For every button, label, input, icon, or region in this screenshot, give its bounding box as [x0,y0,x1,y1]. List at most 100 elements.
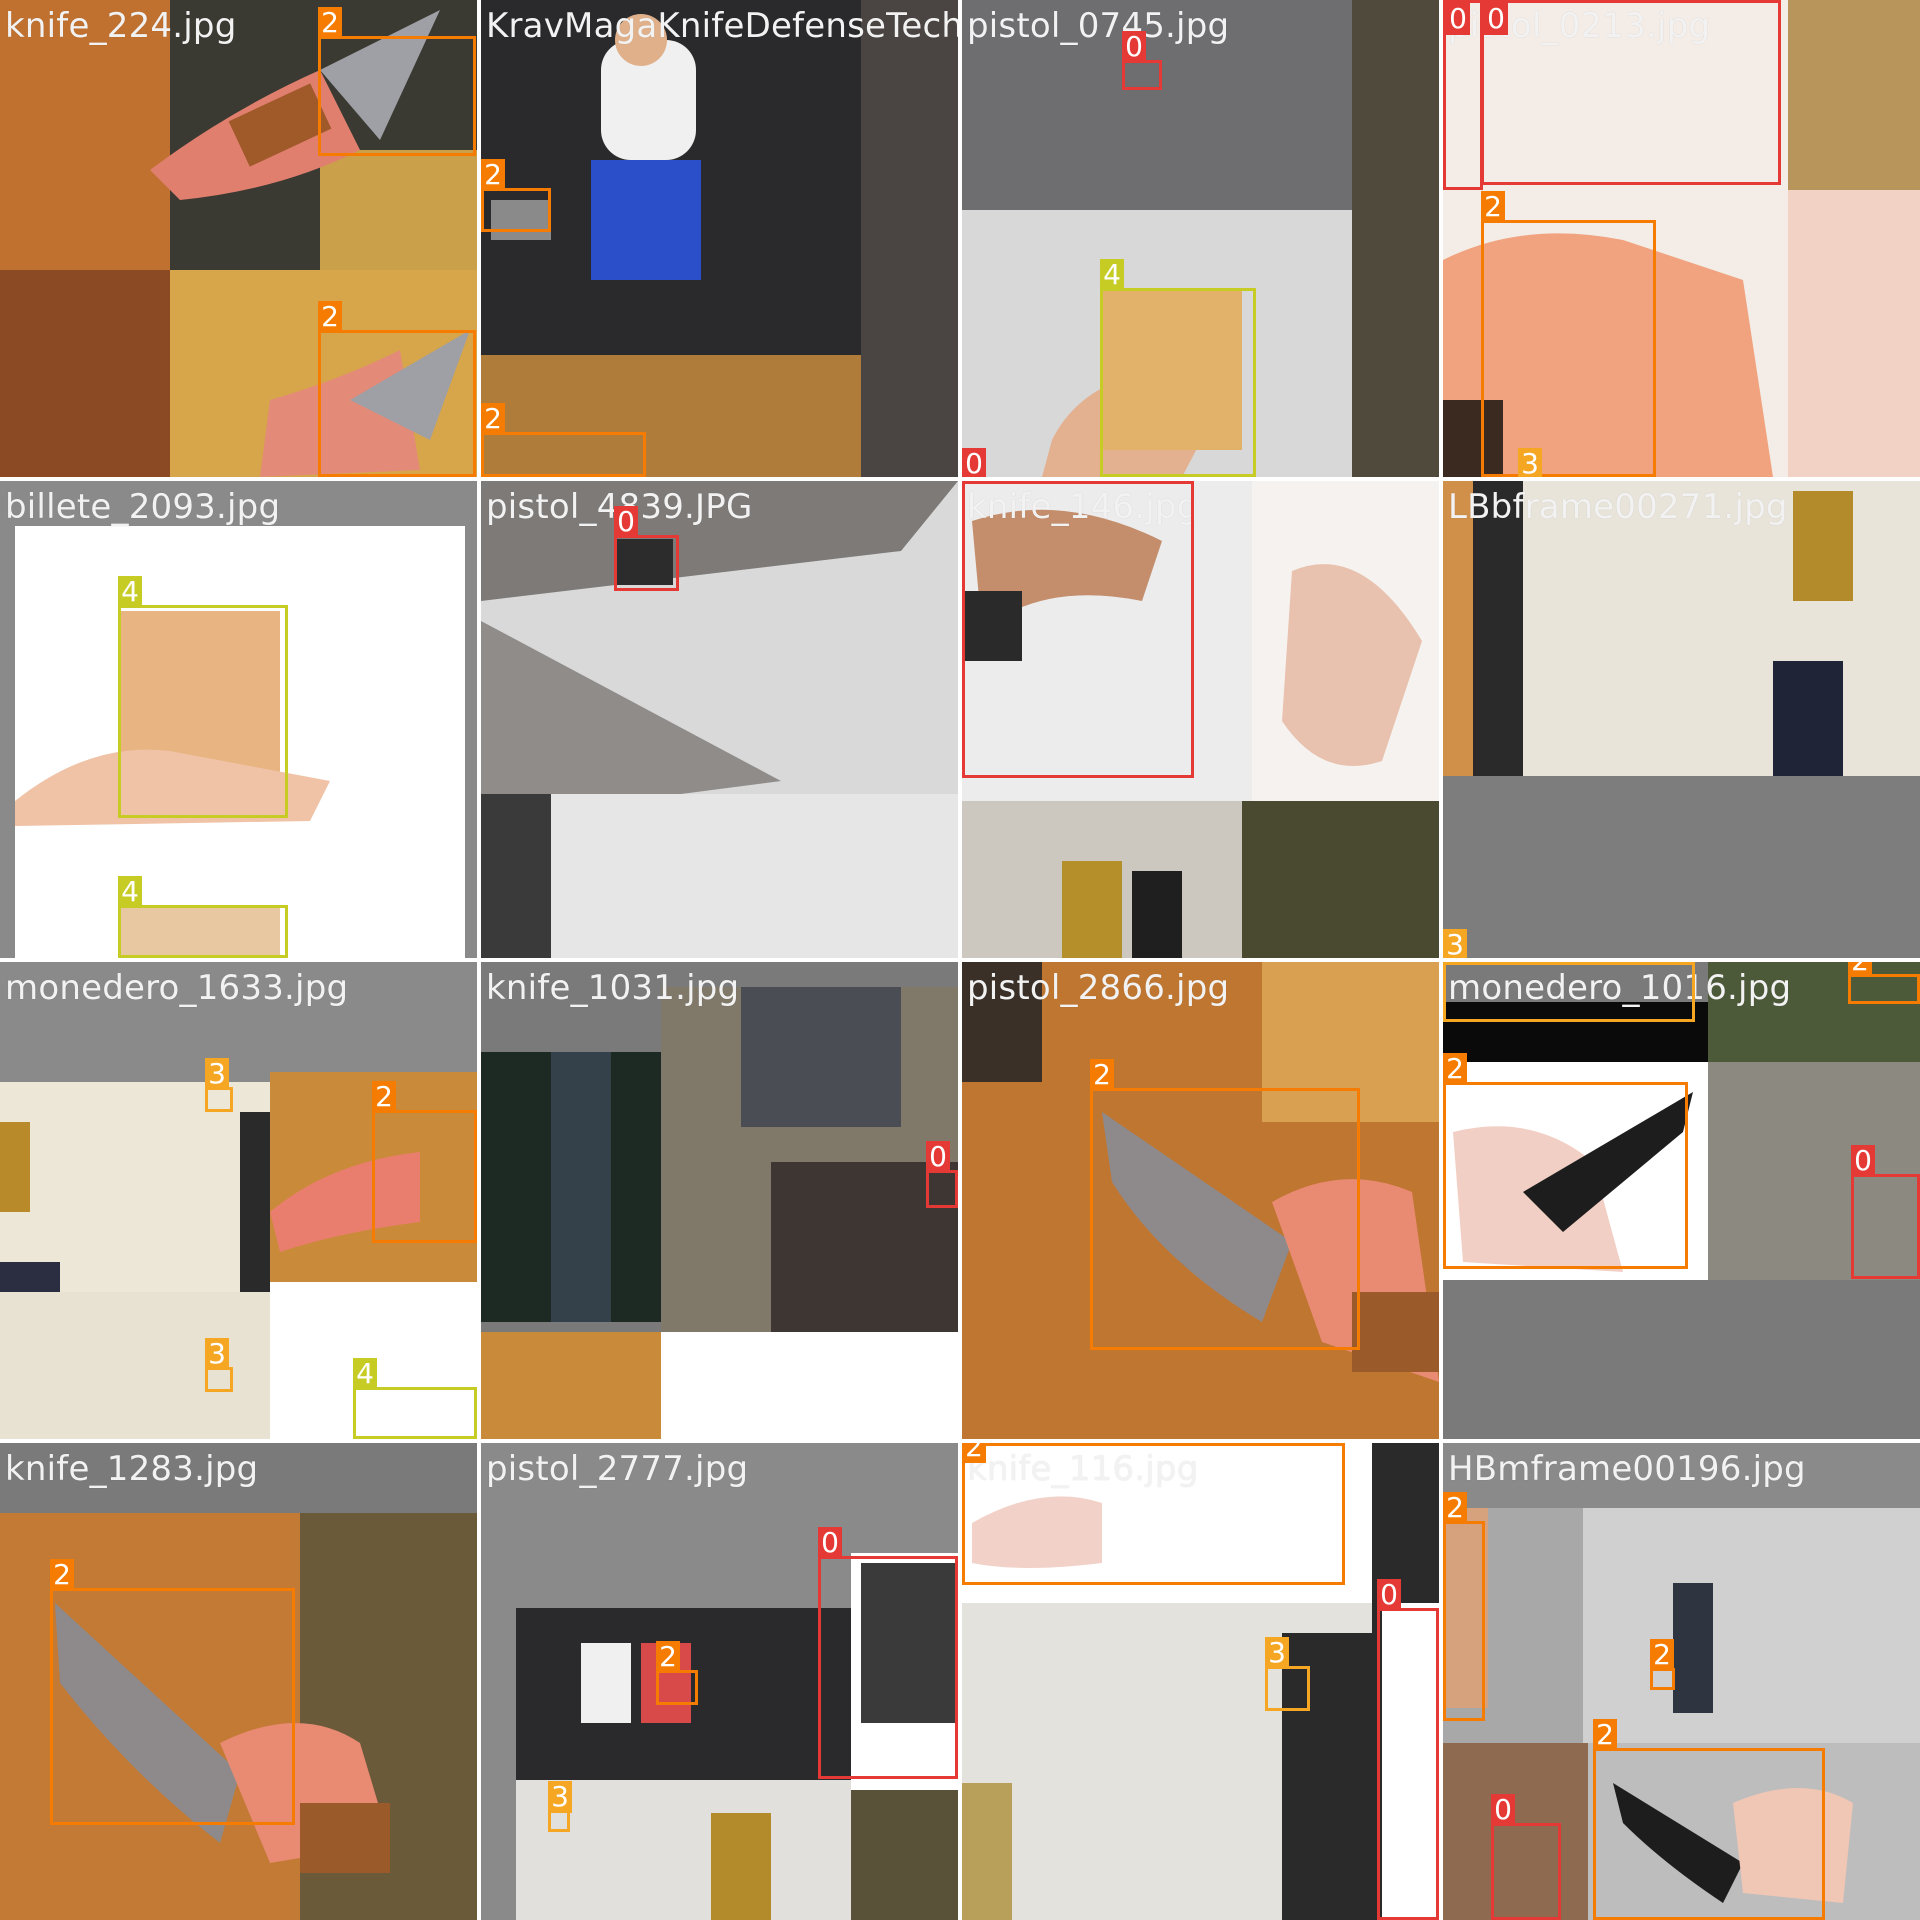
class-label: 2 [656,1641,680,1673]
detection-box: 2 [1481,191,1656,477]
detection-box: 3 [1265,1637,1310,1711]
class-label: 4 [118,576,142,608]
knife-closeup-photo [962,962,1439,1439]
class-label: 3 [1518,448,1542,477]
class-label: 2 [481,159,505,191]
class-label: 2 [1481,191,1505,223]
filename-label: pistol_2866.jpg [967,968,1230,1008]
mosaic-tile: knife_146.jpg [962,481,1439,958]
detection-box: 4 [118,576,288,818]
class-label: 0 [926,1141,950,1173]
class-label: 2 [962,1443,986,1463]
mosaic-tile: knife_116.jpg 2 3 0 [962,1443,1439,1920]
detection-box: 0 [1122,31,1162,90]
class-label: 2 [1593,1719,1617,1751]
detection-box: 0 [1851,1145,1920,1279]
pistol-table-photo [962,0,1439,477]
pistol-floor-photo [481,481,958,958]
filename-label: knife_224.jpg [5,6,237,46]
detection-box: 4 [1100,259,1256,477]
detection-box [962,481,1194,778]
class-label: 0 [1122,31,1146,63]
detection-box: 0 [1481,0,1781,185]
wallet-wall-photo [962,1443,1439,1920]
class-label: 0 [818,1527,842,1559]
filename-label: billete_2093.jpg [5,487,281,527]
mosaic-tile: knife_1031.jpg 0 [481,962,958,1439]
filename-label: LBbframe00271.jpg [1448,487,1788,527]
detection-box: 4 [353,1358,477,1439]
detection-box: 4 [118,876,288,958]
knife-photo [0,0,477,477]
class-label: 0 [614,506,638,538]
filename-label: HBmframe00196.jpg [1448,1449,1806,1489]
detection-box: 2 [318,7,476,156]
knife-defense-photo [481,0,958,477]
class-label: 0 [1484,3,1508,35]
mosaic-tile: knife_224.jpg 2 2 [0,0,477,477]
detection-box: 2 [1650,1639,1675,1690]
mosaic-tile: pistol_2866.jpg 2 [962,962,1439,1439]
detection-box: 2 [1443,1492,1485,1721]
detection-box: 2 [1593,1719,1825,1920]
class-label: 0 [1446,3,1470,35]
knife-hand-photo [962,481,1439,958]
detection-box: 3 [205,1338,233,1392]
detection-box: 2 [481,403,646,477]
mosaic-tile: pistol_2777.jpg 0 2 3 [481,1443,958,1920]
class-label: 2 [1848,962,1872,977]
class-label: 0 [1851,1145,1875,1177]
mosaic-tile: KravMagaKnifeDefenseTech 2 2 [481,0,958,477]
mosaic-tile: pistol_0745.jpg 0 4 0 [962,0,1439,477]
class-label: 2 [1090,1059,1114,1091]
mosaic-tile: pistol_0213.jpg 0 0 2 3 [1443,0,1920,477]
detection-box: 2 [962,1443,1345,1585]
detection-box: 0 [818,1527,958,1779]
detection-box: 3 [205,1058,233,1112]
wallet-photo [0,1072,477,1439]
detection-box: 0 [1491,1794,1561,1920]
tactical-knife-photo [1443,962,1920,1439]
banknote-photo [15,526,465,958]
mosaic-tile: knife_1283.jpg 2 [0,1443,477,1920]
filename-label: pistol_2777.jpg [486,1449,749,1489]
class-label: 2 [1443,1492,1467,1524]
class-label: 4 [1100,259,1124,291]
class-label: 2 [1650,1639,1674,1671]
detection-box [1443,962,1695,1022]
knife-defense-photo [516,1553,958,1920]
class-label: 4 [353,1358,377,1390]
detection-box: 2 [481,159,551,232]
detection-box: 0 [926,1141,958,1208]
class-label: 2 [50,1559,74,1591]
mosaic-tile: monedero_1016.jpg 2 2 0 [1443,962,1920,1439]
class-label: 3 [205,1338,229,1370]
mosaic-tile: pistol_4839.JPG 0 [481,481,958,958]
filename-label: KravMagaKnifeDefenseTech [486,6,958,46]
detection-box: 0 [1443,0,1483,190]
filename-label: pistol_0745.jpg [967,6,1230,46]
class-label: 0 [962,448,986,477]
detection-box: 2 [1443,1053,1688,1269]
filename-label: knife_116.jpg [967,1449,1199,1489]
class-label: 2 [1443,1053,1467,1085]
detection-box: 3 [548,1781,572,1832]
mosaic-tile: LBbframe00271.jpg 3 [1443,481,1920,958]
class-label: 3 [1443,929,1467,958]
detection-box: 2 [50,1559,295,1825]
mosaic-tile: monedero_1633.jpg 3 2 3 4 [0,962,477,1439]
class-label: 0 [1377,1579,1401,1611]
class-label: 2 [372,1081,396,1113]
class-label: 2 [318,7,342,39]
detection-box: 2 [372,1081,477,1243]
class-label: 2 [481,403,505,435]
mosaic-tile: billete_2093.jpg 4 4 [0,481,477,958]
filename-label: knife_146.jpg [967,487,1199,527]
filename-label: monedero_1016.jpg [1448,968,1792,1008]
knife-closeup-photo [0,1513,477,1920]
mosaic-tile: HBmframe00196.jpg 2 2 2 0 [1443,1443,1920,1920]
forest-room-photo [481,987,958,1439]
class-label: 2 [318,301,342,333]
class-label: 3 [548,1781,572,1813]
